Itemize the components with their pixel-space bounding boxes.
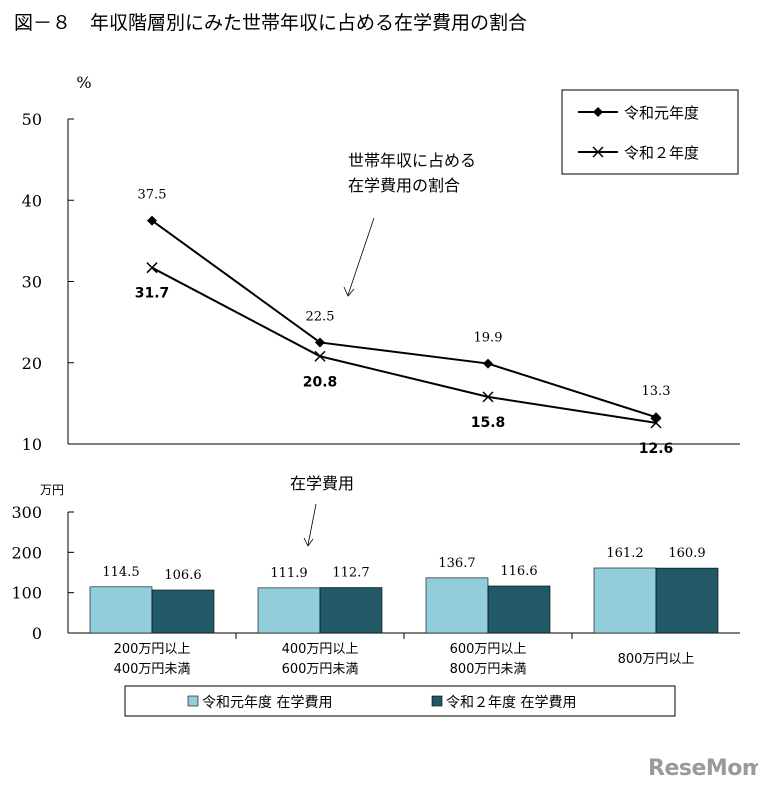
bar-data-label: 114.5 [102,565,139,580]
line-y-tick-label: 10 [22,435,42,454]
bar-1 [257,587,321,634]
bar-2 [319,587,383,634]
line-data-label-2019: 37.5 [138,188,167,203]
x-marker [650,417,662,429]
watermark-logo: ReseMom [648,756,758,781]
bar-2 [151,589,215,634]
diamond-marker [315,337,325,348]
line-data-label-2020: 12.6 [639,441,674,457]
bar-annotation: 在学費用 [290,474,354,493]
bar-data-label: 161.2 [606,546,643,561]
bar-1 [425,577,489,634]
diamond-marker [147,215,157,226]
diamond-marker [483,358,493,369]
line-data-label-2019: 13.3 [642,384,671,399]
bar-legend-box [124,685,676,717]
line-data-label-2019: 22.5 [306,309,335,324]
bar-legend-swatch [431,695,443,707]
line-data-label-2020: 15.8 [471,415,506,431]
x-category-label: 800万円以上 [618,652,695,667]
line-y-tick-label: 40 [22,191,42,210]
bar-y-tick-label: 100 [11,584,42,603]
bar-annotation-arrow-head [303,537,314,547]
x-category-label: 600万円以上 [450,642,527,657]
bar-2 [655,567,719,634]
bar-1 [89,586,153,634]
x-marker [314,350,326,362]
bar-y-tick-label: 300 [11,503,42,522]
bar-2 [487,585,551,634]
line-y-tick-label: 50 [22,110,42,129]
x-marker [482,391,494,403]
bar-y-tick-label: 200 [11,543,42,562]
x-category-label: 200万円以上 [114,642,191,657]
bar-data-label: 112.7 [332,566,369,581]
line-legend-label: 令和２年度 [624,144,699,162]
line-annotation: 世帯年収に占める [348,151,476,170]
line-series-2 [151,266,657,424]
bar-data-label: 106.6 [164,568,201,583]
bar-y-tick-label: 0 [32,624,42,643]
page-title: 図－８ 年収階層別にみた世帯年収に占める在学費用の割合 [14,12,528,34]
legend-x-marker [592,146,604,158]
line-data-label-2020: 31.7 [135,286,170,302]
bar-legend-label: 令和元年度 在学費用 [202,695,332,711]
bar-data-label: 136.7 [438,556,475,571]
bar-annotation-arrow [307,503,317,546]
bar-data-label: 111.9 [270,566,307,581]
x-category-label: 800万円未満 [450,662,527,677]
bar-data-label: 116.6 [500,564,537,579]
line-unit-label: % [76,73,91,92]
bar-legend-label: 令和２年度 在学費用 [446,695,576,711]
x-category-label: 400万円以上 [282,642,359,657]
x-category-label: 400万円未満 [114,662,191,677]
line-data-label-2020: 20.8 [303,374,338,390]
annotation-arrow [347,217,375,296]
bar-data-label: 160.9 [668,546,705,561]
bar-legend-swatch [187,695,199,707]
bar-1 [593,567,657,634]
bar-unit-label: 万円 [40,483,64,497]
diamond-marker [651,412,661,423]
line-y-tick-label: 20 [22,354,42,373]
legend-diamond-marker [593,107,603,117]
line-annotation: 在学費用の割合 [348,176,460,195]
line-legend-label: 令和元年度 [624,104,699,122]
x-marker [146,262,158,274]
x-category-label: 600万円未満 [282,662,359,677]
line-y-tick-label: 30 [22,273,42,292]
line-legend-box [561,89,739,175]
line-series-1 [151,219,657,419]
line-data-label-2019: 19.9 [474,331,503,346]
annotation-arrow-head [343,286,355,297]
